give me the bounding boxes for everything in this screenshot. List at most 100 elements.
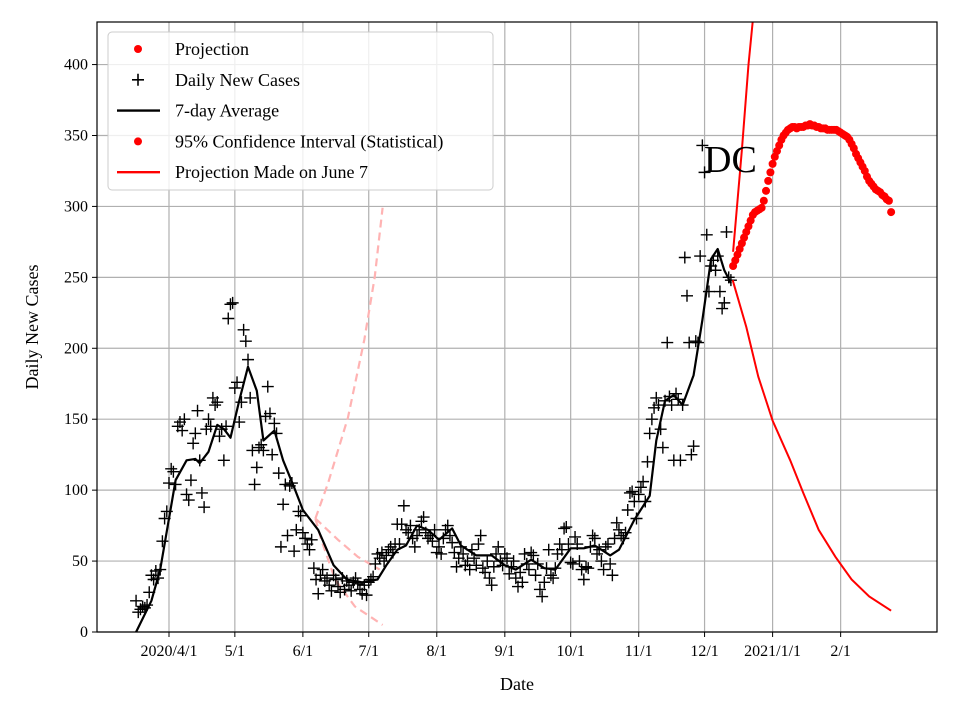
- daily-case-point: [586, 529, 599, 542]
- daily-case-point: [637, 475, 650, 488]
- daily-case-point: [296, 526, 309, 539]
- daily-case-point: [248, 478, 261, 491]
- legend-label: Daily New Cases: [175, 70, 300, 90]
- daily-case-point: [316, 563, 329, 576]
- daily-case-point: [634, 481, 647, 494]
- daily-case-point: [485, 579, 498, 592]
- daily-case-point: [226, 296, 239, 309]
- daily-case-point: [641, 455, 654, 468]
- daily-case-point: [213, 430, 226, 443]
- daily-case-point: [718, 296, 731, 309]
- daily-case-point: [242, 353, 255, 366]
- daily-case-point: [694, 250, 707, 263]
- daily-case-point: [195, 486, 208, 499]
- daily-case-point: [272, 467, 285, 480]
- daily-case-point: [441, 519, 454, 532]
- daily-case-point: [724, 274, 737, 287]
- daily-case-point: [544, 569, 557, 582]
- daily-case-point: [626, 485, 639, 498]
- y-tick-label: 150: [64, 411, 88, 428]
- daily-case-point: [481, 555, 494, 568]
- daily-case-point: [674, 454, 687, 467]
- daily-case-point: [180, 488, 193, 501]
- daily-case-point: [709, 264, 722, 277]
- daily-case-point: [263, 407, 276, 420]
- daily-case-point: [167, 465, 180, 478]
- daily-case-point: [503, 567, 516, 580]
- daily-case-point: [290, 523, 303, 536]
- daily-case-point: [604, 557, 617, 570]
- ci-lower-line: [731, 279, 892, 612]
- daily-case-point: [307, 562, 320, 575]
- y-tick-label: 200: [64, 340, 88, 357]
- legend-box: [107, 31, 494, 191]
- daily-case-point: [204, 420, 217, 433]
- daily-case-point: [426, 535, 439, 548]
- daily-case-point: [643, 427, 656, 440]
- daily-case-point: [656, 441, 669, 454]
- daily-case-point: [288, 545, 301, 558]
- daily-case-point: [696, 139, 709, 152]
- daily-case-point: [470, 559, 483, 572]
- daily-case-point: [569, 530, 582, 543]
- daily-case-point: [474, 529, 487, 542]
- daily-case-point: [162, 477, 175, 490]
- daily-case-point: [184, 474, 197, 487]
- daily-case-point: [191, 404, 204, 417]
- daily-case-point: [536, 590, 549, 603]
- daily-case-point: [621, 504, 634, 516]
- daily-case-point: [237, 323, 250, 336]
- daily-case-point: [277, 498, 290, 511]
- y-tick-label: 0: [80, 624, 88, 641]
- daily-case-point: [665, 399, 678, 412]
- daily-case-point: [450, 560, 463, 573]
- daily-case-point: [408, 540, 421, 553]
- daily-case-point: [652, 399, 665, 412]
- x-tick-label: 7/1: [359, 643, 379, 660]
- daily-case-point: [231, 376, 244, 389]
- daily-case-point: [487, 560, 500, 573]
- y-tick-label: 100: [64, 482, 88, 499]
- daily-case-point: [645, 413, 658, 426]
- daily-case-point: [239, 335, 252, 348]
- daily-case-point: [360, 589, 373, 602]
- x-tick-label: 8/1: [427, 643, 447, 660]
- daily-case-point: [492, 540, 505, 553]
- daily-case-point: [542, 543, 555, 556]
- y-tick-label: 400: [64, 57, 88, 74]
- projection-point: [884, 196, 893, 205]
- daily-case-point: [700, 228, 713, 241]
- daily-case-point: [156, 535, 169, 548]
- daily-case-point: [518, 547, 531, 560]
- daily-case-point: [305, 533, 318, 546]
- seven-day-average-line: [135, 247, 732, 632]
- daily-case-point: [650, 391, 663, 404]
- daily-case-point: [588, 532, 601, 545]
- legend-label: Projection: [175, 39, 249, 59]
- x-tick-label: 9/1: [495, 643, 515, 660]
- daily-case-point: [303, 543, 316, 556]
- axis-ticks: 2020/4/1 5/1 6/1 7/1 8/1 9/1 10/1 11/1 12/1 2021/…: [64, 57, 851, 660]
- x-tick-label: 6/1: [293, 643, 313, 660]
- daily-case-point: [411, 529, 424, 542]
- daily-case-point: [380, 549, 393, 562]
- y-axis-label: Daily New Cases: [22, 265, 42, 390]
- daily-case-point: [529, 569, 542, 582]
- daily-case-point: [325, 584, 338, 597]
- daily-case-point: [564, 556, 577, 569]
- chart-title: DC: [704, 139, 757, 181]
- daily-case-point: [610, 516, 623, 529]
- daily-case-point: [312, 587, 325, 600]
- daily-case-point: [601, 538, 614, 551]
- legend-plus-icon: [132, 73, 144, 86]
- daily-case-point: [599, 540, 612, 553]
- legend: Projection Daily New Cases 7-day Average 95…: [107, 31, 494, 191]
- x-tick-label: 10/1: [556, 643, 584, 660]
- daily-case-point: [527, 549, 540, 562]
- daily-case-point: [680, 289, 693, 302]
- legend-label: Projection Made on June 7: [175, 162, 368, 182]
- daily-case-point: [538, 576, 551, 589]
- daily-case-point: [522, 563, 535, 576]
- projection-point: [766, 168, 775, 177]
- daily-case-point: [463, 563, 476, 576]
